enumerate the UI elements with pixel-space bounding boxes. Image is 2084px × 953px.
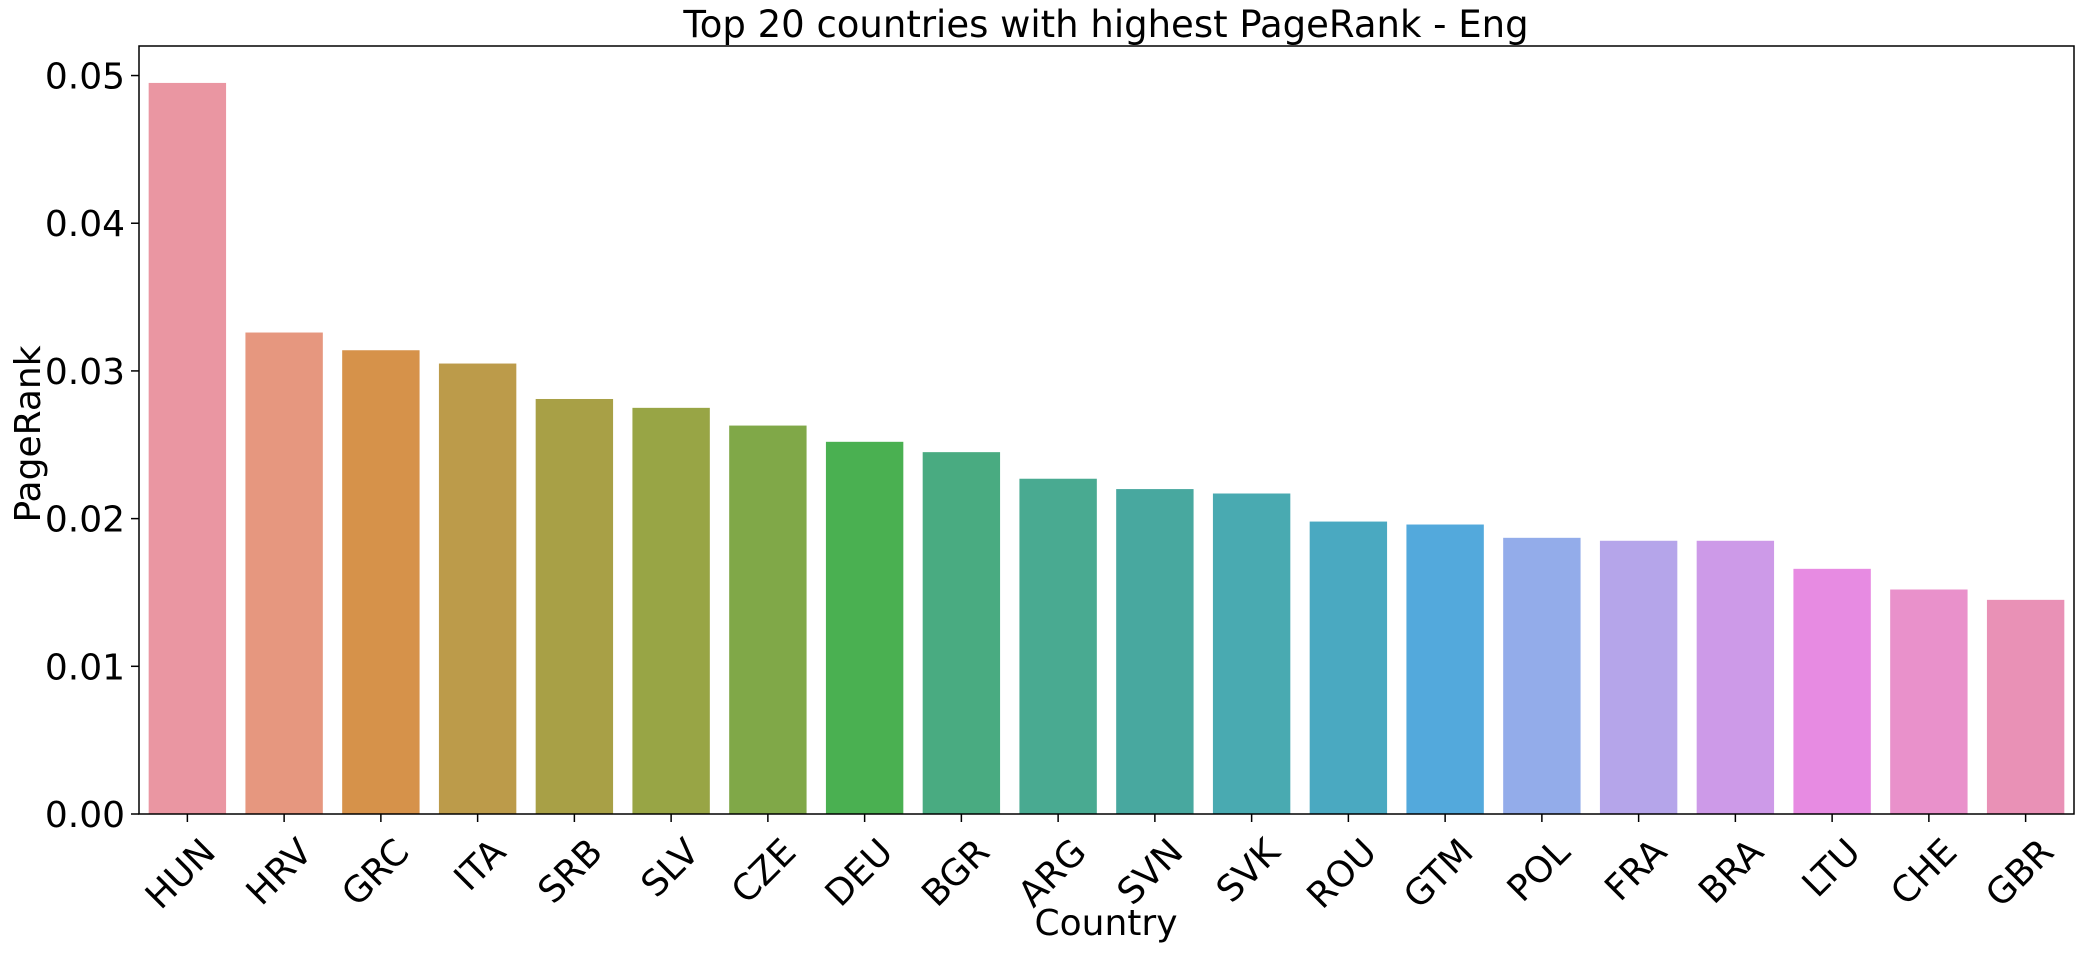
bar-bra	[1696, 540, 1775, 814]
x-tick-label: ITA	[447, 831, 515, 899]
bars-group	[148, 82, 2065, 814]
x-tick-label: GTM	[1396, 831, 1481, 916]
bar-svk	[1212, 493, 1291, 814]
x-tick-label: SVK	[1209, 830, 1289, 910]
bar-bgr	[922, 452, 1001, 814]
bar-grc	[342, 350, 420, 814]
x-tick-label: SRB	[531, 831, 611, 911]
x-tick-label: SVN	[1110, 831, 1192, 913]
y-axis-label: PageRank	[8, 345, 49, 522]
x-tick-label: CHE	[1883, 831, 1965, 913]
x-tick-label: BRA	[1691, 831, 1772, 912]
bar-srb	[535, 398, 614, 814]
bar-pol	[1503, 537, 1581, 814]
x-axis: HUN HRV GRC ITA SRB SLV CZE DEU BGR ARG SVN SVK ROU G…	[138, 814, 2062, 917]
bar-svn	[1116, 489, 1194, 814]
bar-cze	[729, 425, 807, 814]
x-tick-label: CZE	[724, 831, 804, 911]
bar-fra	[1599, 540, 1678, 814]
y-axis: 0.00 0.01 0.02 0.03 0.04 0.05	[45, 57, 139, 836]
x-tick-label: SLV	[634, 831, 708, 905]
y-tick-label: 0.00	[45, 795, 125, 836]
bar-gtm	[1406, 524, 1484, 814]
x-tick-label: ROU	[1299, 831, 1384, 916]
x-tick-label: DEU	[818, 831, 901, 914]
bar-arg	[1019, 478, 1097, 814]
x-tick-label: GBR	[1978, 831, 2062, 915]
x-tick-label: HUN	[138, 831, 224, 917]
x-tick-label: BGR	[914, 831, 997, 914]
y-tick-label: 0.05	[45, 57, 125, 98]
bar-che	[1890, 589, 1968, 814]
bar-rou	[1309, 521, 1388, 814]
x-axis-label: Country	[1034, 903, 1177, 944]
plot-frame	[138, 45, 2075, 815]
x-tick-label: FRA	[1597, 831, 1675, 909]
x-tick-label: GRC	[334, 831, 417, 914]
chart-title: Top 20 countries with highest PageRank -…	[682, 3, 1528, 46]
x-tick-label: LTU	[1795, 831, 1869, 905]
y-tick-label: 0.04	[45, 204, 125, 245]
bar-hun	[148, 82, 227, 814]
x-tick-label: HRV	[239, 831, 321, 913]
bar-ita	[438, 363, 517, 814]
y-tick-label: 0.01	[45, 647, 125, 688]
bar-hrv	[245, 332, 323, 814]
bar-ltu	[1793, 568, 1871, 814]
y-tick-label: 0.03	[45, 352, 125, 393]
bar-slv	[632, 407, 710, 814]
x-tick-label: POL	[1500, 831, 1579, 910]
bar-deu	[825, 441, 904, 814]
y-tick-label: 0.02	[45, 500, 125, 541]
bar-gbr	[1986, 599, 2065, 814]
